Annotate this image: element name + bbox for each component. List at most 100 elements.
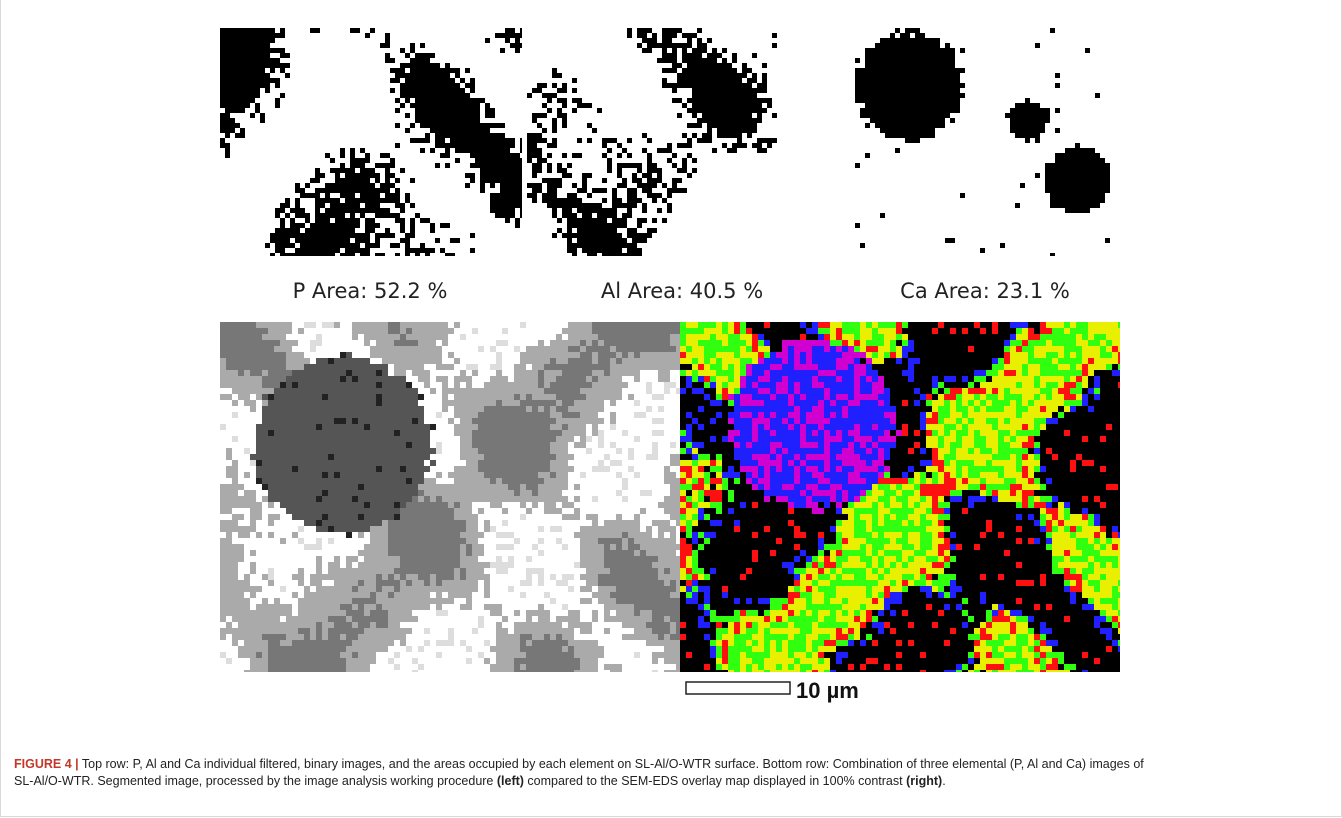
texture-cell xyxy=(316,598,322,604)
texture-cell xyxy=(537,163,542,168)
texture-cell xyxy=(515,48,520,53)
texture-cell xyxy=(672,48,677,53)
texture-cell xyxy=(544,430,550,436)
texture-cell xyxy=(435,73,440,78)
texture-cell xyxy=(316,406,322,412)
texture-cell xyxy=(292,340,298,346)
texture-cell xyxy=(394,478,400,484)
texture-cell xyxy=(544,412,550,418)
texture-cell xyxy=(448,418,454,424)
texture-cell xyxy=(472,526,478,532)
texture-cell xyxy=(358,442,364,448)
texture-cell xyxy=(667,53,672,58)
texture-cell xyxy=(900,113,905,118)
texture-cell xyxy=(597,243,602,248)
texture-cell xyxy=(1055,188,1060,193)
texture-cell xyxy=(610,340,616,346)
texture-cell xyxy=(732,93,737,98)
texture-cell xyxy=(232,568,238,574)
texture-cell xyxy=(556,496,562,502)
texture-cell xyxy=(376,490,382,496)
texture-cell xyxy=(496,376,502,382)
texture-cell xyxy=(448,514,454,520)
texture-cell xyxy=(472,466,478,472)
texture-cell xyxy=(562,153,567,158)
texture-cell xyxy=(538,460,544,466)
texture-cell xyxy=(478,508,484,514)
texture-cell xyxy=(627,198,632,203)
texture-cell xyxy=(385,173,390,178)
texture-cell xyxy=(430,388,436,394)
texture-cell xyxy=(747,133,752,138)
texture-cell xyxy=(610,442,616,448)
texture-cell xyxy=(275,98,280,103)
texture-cell xyxy=(526,610,532,616)
texture-cell xyxy=(502,520,508,526)
texture-cell xyxy=(304,406,310,412)
texture-cell xyxy=(616,352,622,358)
texture-cell xyxy=(910,53,915,58)
texture-cell xyxy=(670,610,676,616)
texture-cell xyxy=(484,424,490,430)
texture-cell xyxy=(370,394,376,400)
texture-cell xyxy=(352,496,358,502)
texture-cell xyxy=(334,562,340,568)
texture-cell xyxy=(260,58,265,63)
texture-cell xyxy=(900,48,905,53)
texture-cell xyxy=(500,203,505,208)
texture-cell xyxy=(604,370,610,376)
texture-cell xyxy=(300,253,305,256)
texture-cell xyxy=(532,168,537,173)
texture-cell xyxy=(747,103,752,108)
texture-cell xyxy=(905,128,910,133)
texture-cell xyxy=(335,243,340,248)
texture-cell xyxy=(514,472,520,478)
texture-cell xyxy=(722,78,727,83)
texture-cell xyxy=(226,394,232,400)
texture-cell xyxy=(1060,168,1065,173)
texture-cell xyxy=(376,592,382,598)
texture-cell xyxy=(310,574,316,580)
texture-cell xyxy=(268,472,274,478)
texture-cell xyxy=(616,574,622,580)
texture-cell xyxy=(418,520,424,526)
texture-cell xyxy=(436,448,442,454)
texture-cell xyxy=(380,208,385,213)
texture-cell xyxy=(880,213,885,218)
texture-cell xyxy=(532,484,538,490)
texture-cell xyxy=(298,526,304,532)
texture-cell xyxy=(616,586,622,592)
texture-cell xyxy=(598,400,604,406)
texture-cell xyxy=(232,436,238,442)
texture-cell xyxy=(532,376,538,382)
texture-cell xyxy=(495,178,500,183)
texture-cell xyxy=(385,168,390,173)
texture-cell xyxy=(310,436,316,442)
texture-cell xyxy=(538,424,544,430)
texture-cell xyxy=(460,538,466,544)
texture-cell xyxy=(400,352,406,358)
texture-cell xyxy=(240,33,245,38)
texture-cell xyxy=(727,103,732,108)
texture-cell xyxy=(676,580,680,586)
texture-cell xyxy=(376,460,382,466)
texture-cell xyxy=(1060,153,1065,158)
texture-cell xyxy=(298,514,304,520)
texture-cell xyxy=(945,73,950,78)
texture-cell xyxy=(527,143,532,148)
texture-cell xyxy=(445,148,450,153)
texture-cell xyxy=(658,604,664,610)
texture-cell xyxy=(292,412,298,418)
texture-cell xyxy=(747,123,752,128)
texture-cell xyxy=(280,448,286,454)
texture-cell xyxy=(394,382,400,388)
texture-cell xyxy=(388,484,394,490)
texture-cell xyxy=(925,98,930,103)
texture-cell xyxy=(298,610,304,616)
texture-cell xyxy=(220,358,226,364)
texture-cell xyxy=(316,574,322,580)
texture-cell xyxy=(646,574,652,580)
texture-cell xyxy=(292,490,298,496)
texture-cell xyxy=(280,604,286,610)
texture-cell xyxy=(950,88,955,93)
